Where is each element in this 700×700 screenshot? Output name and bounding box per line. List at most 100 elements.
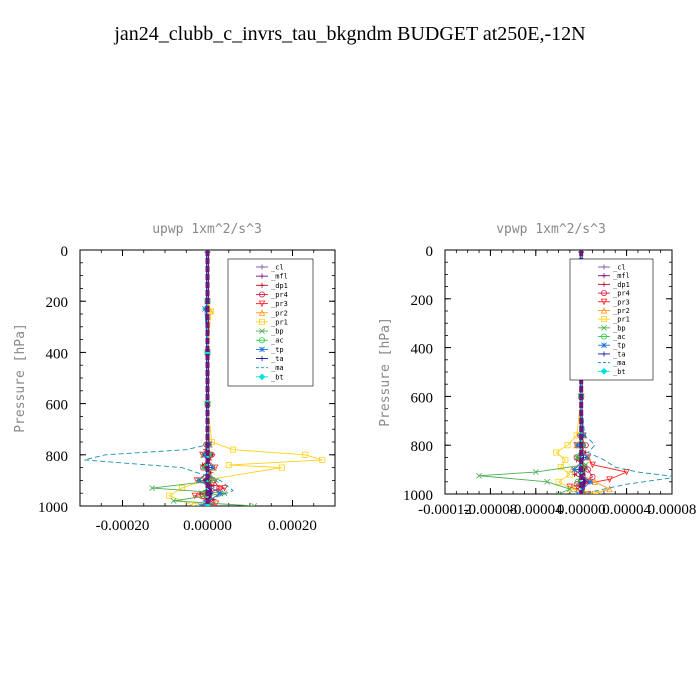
legend-label: _ac <box>613 333 626 341</box>
data-point-tp <box>587 478 594 485</box>
data-point-bp <box>555 491 562 494</box>
y-tick-label: 1000 <box>403 488 433 504</box>
legend-marker <box>601 316 608 323</box>
legend-marker <box>258 300 266 308</box>
data-point-ta <box>582 479 588 485</box>
legend-label: _pr3 <box>613 298 630 306</box>
y-tick-label: 1000 <box>38 500 68 516</box>
legend: _cl_mfl_dp1_pr4_pr3_pr2_pr1_bp_ac_tp_ta_… <box>569 258 654 381</box>
y-tick-label: 800 <box>46 449 69 465</box>
data-point-tp <box>198 503 205 506</box>
legend-marker <box>259 328 265 334</box>
legend-label: _ta <box>613 350 626 358</box>
y-tick-label: 800 <box>411 439 434 455</box>
x-tick-label: 0.00004 <box>602 502 651 518</box>
y-tick-label: 400 <box>411 342 434 358</box>
x-tick-label: -0.00008 <box>464 502 518 518</box>
data-point-pr1 <box>564 442 571 449</box>
data-point-pr1 <box>553 449 560 456</box>
data-point-tp <box>583 454 590 461</box>
legend-marker <box>601 342 607 349</box>
legend-marker <box>601 290 608 297</box>
legend-label: _dp1 <box>271 282 288 290</box>
chart-panel-upwp: upwp 1xm^2/s^3 Pressure [hPa] 0 200 400 600 80… <box>13 222 336 534</box>
legend-marker <box>601 273 607 279</box>
data-point-bp <box>544 478 551 485</box>
data-point-pr2 <box>606 485 613 493</box>
series-line-pr1 <box>168 250 323 506</box>
legend-marker <box>259 273 265 279</box>
data-point-tp <box>571 466 578 473</box>
legend-marker <box>601 264 607 270</box>
y-tick-label: 400 <box>46 346 69 362</box>
legend-label: _bp <box>613 324 626 332</box>
legend-box <box>227 258 314 387</box>
data-point-pr1 <box>166 492 173 499</box>
legend-marker <box>600 298 608 306</box>
series-group <box>84 250 326 506</box>
y-tick-label: 200 <box>46 295 69 311</box>
legend-label: _pr4 <box>271 291 288 299</box>
legend-marker <box>258 291 265 298</box>
chart-title: upwp 1xm^2/s^3 <box>152 222 262 237</box>
x-tick-label: -0.00020 <box>96 518 150 534</box>
x-tick-label: -0.00012 <box>418 502 472 518</box>
x-tick-label: 0.00000 <box>557 502 606 518</box>
data-point-pr3 <box>221 485 228 492</box>
data-point-pr3 <box>589 461 596 469</box>
chart-title: vpwp 1xm^2/s^3 <box>496 222 606 237</box>
data-point-tp <box>202 305 208 312</box>
y-tick-label: 200 <box>411 293 434 309</box>
figure-title: jan24_clubb_c_invrs_tau_bkgndm BUDGET at… <box>113 23 585 45</box>
legend-label: _pr2 <box>271 309 288 317</box>
y-axis-label: Pressure [hPa] <box>378 317 393 427</box>
legend-marker <box>258 337 265 344</box>
y-tick-label: 600 <box>411 390 434 406</box>
y-tick-label: 0 <box>61 244 69 260</box>
legend-marker <box>259 282 265 288</box>
data-point-pr1 <box>319 456 326 463</box>
legend-label: _bt <box>613 368 626 376</box>
data-point-pr1 <box>562 456 569 463</box>
legend-marker <box>600 367 608 375</box>
x-tick-label: 0.00020 <box>268 518 317 534</box>
data-point-pr2 <box>591 478 599 485</box>
data-point-pr1 <box>178 485 185 492</box>
data-point-bp <box>149 485 156 491</box>
legend-marker <box>258 373 266 381</box>
legend-label: _bt <box>271 373 284 381</box>
data-point-ac <box>574 478 581 485</box>
chart-panel-vpwp: vpwp 1xm^2/s^3 Pressure [hPa] 0 200 400 600 80… <box>378 222 696 518</box>
legend-label: _pr2 <box>613 307 630 315</box>
legend-label: _tp <box>613 342 626 350</box>
data-point-bp <box>170 497 177 504</box>
data-point-tp <box>217 490 224 497</box>
legend-label: _cl <box>613 264 626 272</box>
data-point-pr3 <box>191 492 198 500</box>
legend-label: _dp1 <box>613 281 630 289</box>
legend-label: _ma <box>613 359 626 367</box>
x-tick-label: 0.00008 <box>648 502 697 518</box>
legend-label: _ta <box>271 355 284 363</box>
legend: _cl_mfl_dp1_pr4_pr3_pr2_pr1_bp_ac_tp_ta_… <box>227 258 314 387</box>
legend-marker <box>601 324 607 331</box>
legend-marker <box>259 346 265 353</box>
data-point-pr1 <box>555 478 562 485</box>
legend-label: _pr4 <box>613 290 630 298</box>
x-tick-label: -0.00004 <box>509 502 563 518</box>
legend-label: _tp <box>271 346 284 354</box>
data-point-pr1 <box>595 490 602 494</box>
data-point-pr1 <box>557 464 564 471</box>
legend-label: _ac <box>271 337 284 345</box>
y-axis-label: Pressure [hPa] <box>13 323 28 433</box>
data-point-pr1 <box>278 464 285 471</box>
data-point-bp <box>532 469 539 475</box>
data-point-pr1 <box>566 471 573 478</box>
data-point-pr1 <box>225 462 232 469</box>
legend-label: _mfl <box>271 273 288 281</box>
legend-box <box>569 258 654 381</box>
legend-marker <box>601 333 608 340</box>
legend-marker <box>258 309 266 316</box>
